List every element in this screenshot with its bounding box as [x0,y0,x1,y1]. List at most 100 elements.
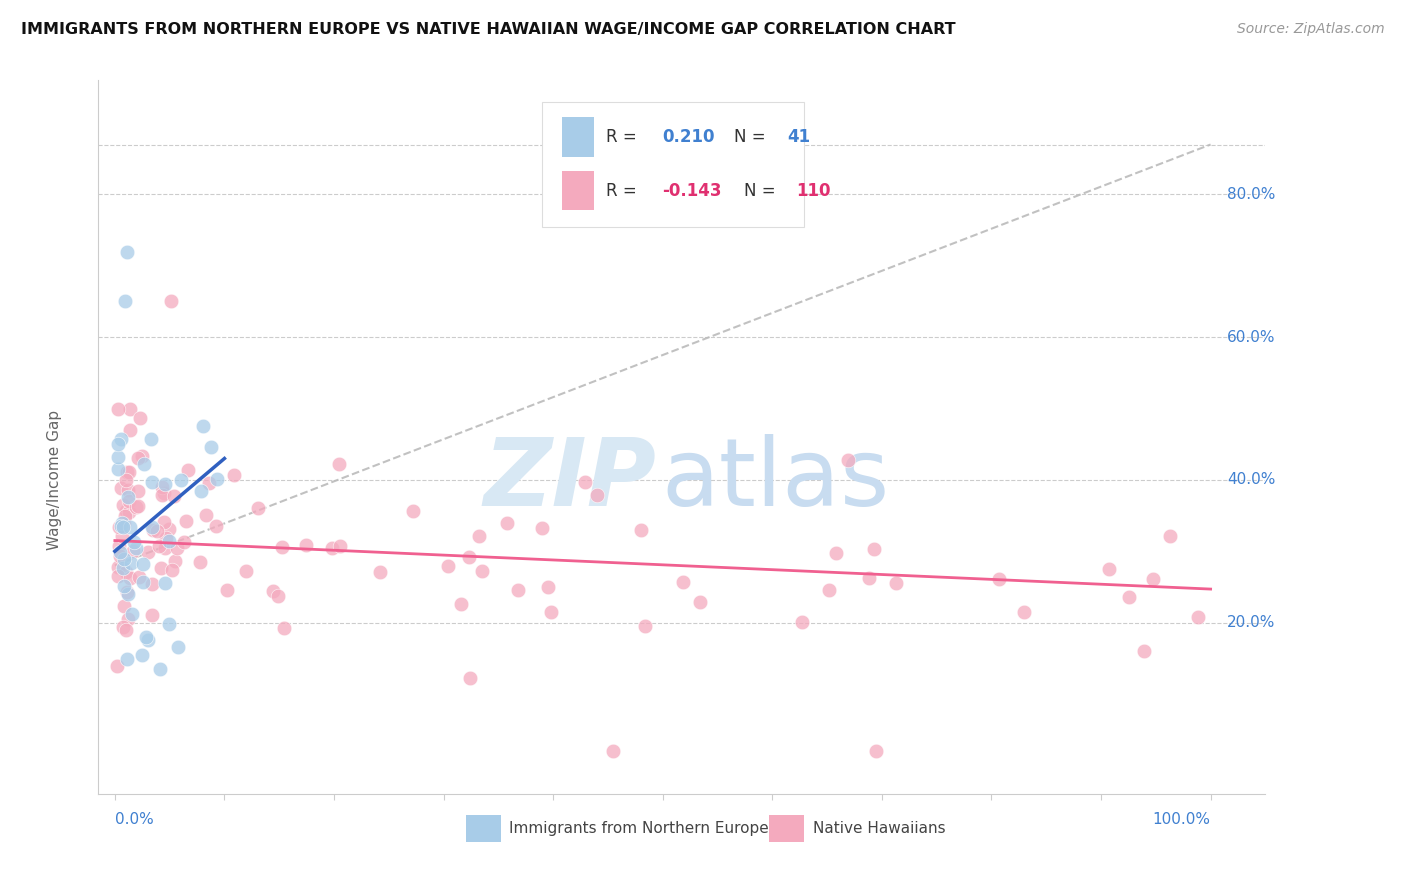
Point [125,541,148,556]
Point [112,578,135,592]
Point [862,541,884,556]
Point [108,520,131,534]
Point [110,433,132,447]
Point [118,423,141,437]
Point [471,565,494,579]
Bar [769,815,804,842]
Point [506,582,529,597]
Point [107,401,129,416]
Point [224,467,246,482]
Point [458,550,481,565]
Text: Native Hawaiians: Native Hawaiians [813,822,945,837]
Point [321,541,343,555]
Point [460,671,482,685]
Point [117,587,139,601]
Point [132,575,155,590]
Point [107,436,129,450]
Text: Wage/Income Gap: Wage/Income Gap [46,409,62,550]
Point [111,516,134,531]
Point [117,585,139,599]
Point [531,521,554,535]
Point [120,556,142,570]
Point [537,580,560,594]
Point [328,458,350,472]
Point [121,544,143,558]
Point [586,488,609,502]
Text: N =: N = [734,128,772,145]
Bar [562,118,595,157]
Point [160,563,183,577]
Text: Source: ZipAtlas.com: Source: ZipAtlas.com [1237,22,1385,37]
Point [825,546,848,560]
Point [150,560,173,574]
Point [112,551,135,566]
Point [262,584,284,599]
Point [150,479,173,493]
Point [159,294,181,309]
Point [131,449,153,463]
Point [865,744,887,758]
Point [200,441,222,455]
Point [141,475,163,490]
Point [127,483,149,498]
Point [174,515,197,529]
Point [858,571,880,585]
Text: 0.0%: 0.0% [115,812,153,827]
Point [574,475,596,490]
Point [108,539,131,553]
Point [127,450,149,465]
Point [270,540,292,554]
Point [837,452,859,467]
Point [671,574,693,589]
Point [1159,529,1181,543]
Point [125,500,148,515]
Point [1142,572,1164,586]
Point [117,483,139,498]
Point [1187,609,1209,624]
Point [235,565,257,579]
Point [148,539,170,553]
Point [112,519,135,533]
Point [115,504,138,518]
Text: IMMIGRANTS FROM NORTHERN EUROPE VS NATIVE HAWAIIAN WAGE/INCOME GAP CORRELATION C: IMMIGRANTS FROM NORTHERN EUROPE VS NATIV… [21,22,956,37]
Point [402,504,425,518]
Point [134,457,156,471]
Point [790,615,813,630]
Point [157,617,180,632]
Point [294,538,316,552]
Point [166,541,188,555]
Text: ZIP: ZIP [484,434,657,526]
Point [155,576,177,591]
Point [190,483,212,498]
Point [112,599,135,613]
Point [136,633,159,648]
Point [108,545,131,559]
Point [146,524,169,538]
Text: N =: N = [744,182,780,200]
Text: R =: R = [606,128,643,145]
Point [107,569,129,583]
Point [1098,562,1121,576]
Point [162,489,184,503]
Text: 100.0%: 100.0% [1153,812,1211,827]
Point [117,491,139,505]
Point [630,524,652,538]
Point [149,662,172,676]
Point [111,528,134,542]
Text: 110: 110 [796,182,831,200]
Point [1133,644,1156,658]
Point [117,465,139,479]
Point [217,583,239,598]
Point [153,541,176,556]
Point [115,624,138,638]
Point [540,605,562,619]
Point [117,612,139,626]
Text: 40.0%: 40.0% [1227,473,1275,487]
Point [121,607,143,621]
FancyBboxPatch shape [541,102,804,227]
Point [157,534,180,549]
Text: 80.0%: 80.0% [1227,187,1275,202]
Point [107,461,129,475]
Bar [562,171,595,211]
Point [155,476,177,491]
